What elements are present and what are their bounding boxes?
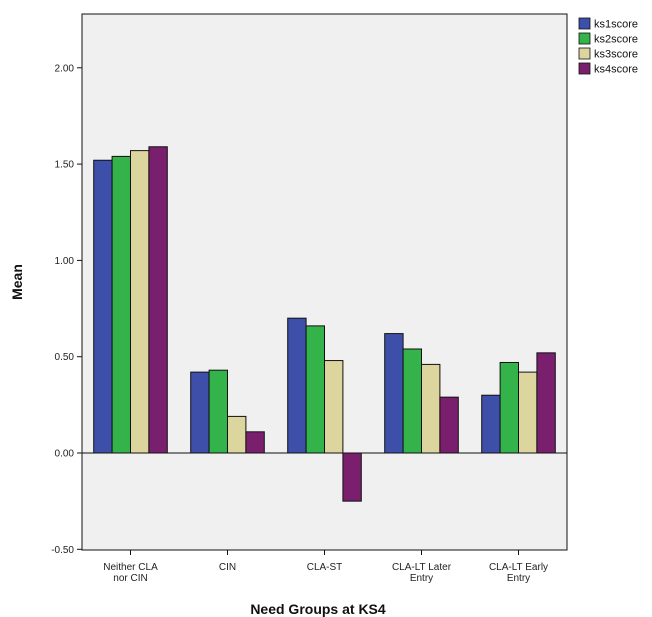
y-tick-label: 0.00 (55, 449, 75, 460)
bar-ks4score (342, 452, 362, 502)
x-axis-title: Need Groups at KS4 (250, 601, 386, 617)
y-axis-title: Mean (9, 264, 25, 300)
bar-ks1score (190, 371, 210, 454)
bar-ks1score (384, 333, 404, 454)
bar-ks3score (324, 360, 344, 454)
y-tick-label: 1.00 (55, 256, 75, 267)
x-tick-label: CLA-ST (307, 562, 343, 573)
legend-swatch (578, 47, 591, 60)
bar-ks4score (245, 431, 265, 454)
bar-ks4score (148, 146, 168, 454)
bar-ks3score (518, 371, 538, 454)
x-tick-label: Neither CLA nor CIN (103, 562, 158, 584)
bar-ks1score (93, 159, 113, 454)
legend: ks1score ks2score ks3score ks4score (578, 17, 638, 76)
y-tick-label: 1.50 (55, 160, 75, 171)
legend-label: ks4score (594, 64, 638, 76)
legend-swatch (578, 62, 591, 75)
x-axis: Neither CLA nor CIN CIN CLA-ST CLA-LT Later E… (103, 550, 548, 584)
bar-ks2score (111, 155, 131, 454)
bar-ks2score (499, 361, 520, 454)
x-tick-label: CIN (219, 562, 236, 573)
legend-label: ks1score (594, 19, 638, 31)
legend-label: ks3score (594, 49, 638, 61)
y-axis: -0.50 0.00 0.50 1.00 1.50 2.00 (51, 63, 82, 556)
bars-group (82, 146, 567, 502)
y-tick-label: 2.00 (55, 63, 75, 74)
legend-swatch (578, 32, 591, 45)
bar-ks3score (227, 415, 247, 454)
bar-ks1score (287, 317, 307, 454)
bar-ks1score (481, 394, 501, 454)
y-tick-label: -0.50 (51, 545, 74, 556)
y-tick-label: 0.50 (55, 352, 75, 363)
bar-ks4score (536, 352, 556, 454)
bar-ks2score (208, 369, 229, 454)
bar-ks2score (402, 348, 423, 454)
x-tick-label: CLA-LT Later Entry (392, 562, 452, 584)
x-tick-label: CLA-LT Early Entry (489, 562, 548, 584)
bar-ks3score (421, 363, 441, 454)
legend-swatch (578, 17, 591, 30)
bar-ks2score (305, 325, 326, 454)
legend-label: ks2score (594, 34, 638, 46)
bar-ks4score (439, 396, 459, 454)
bar-ks3score (130, 150, 150, 454)
